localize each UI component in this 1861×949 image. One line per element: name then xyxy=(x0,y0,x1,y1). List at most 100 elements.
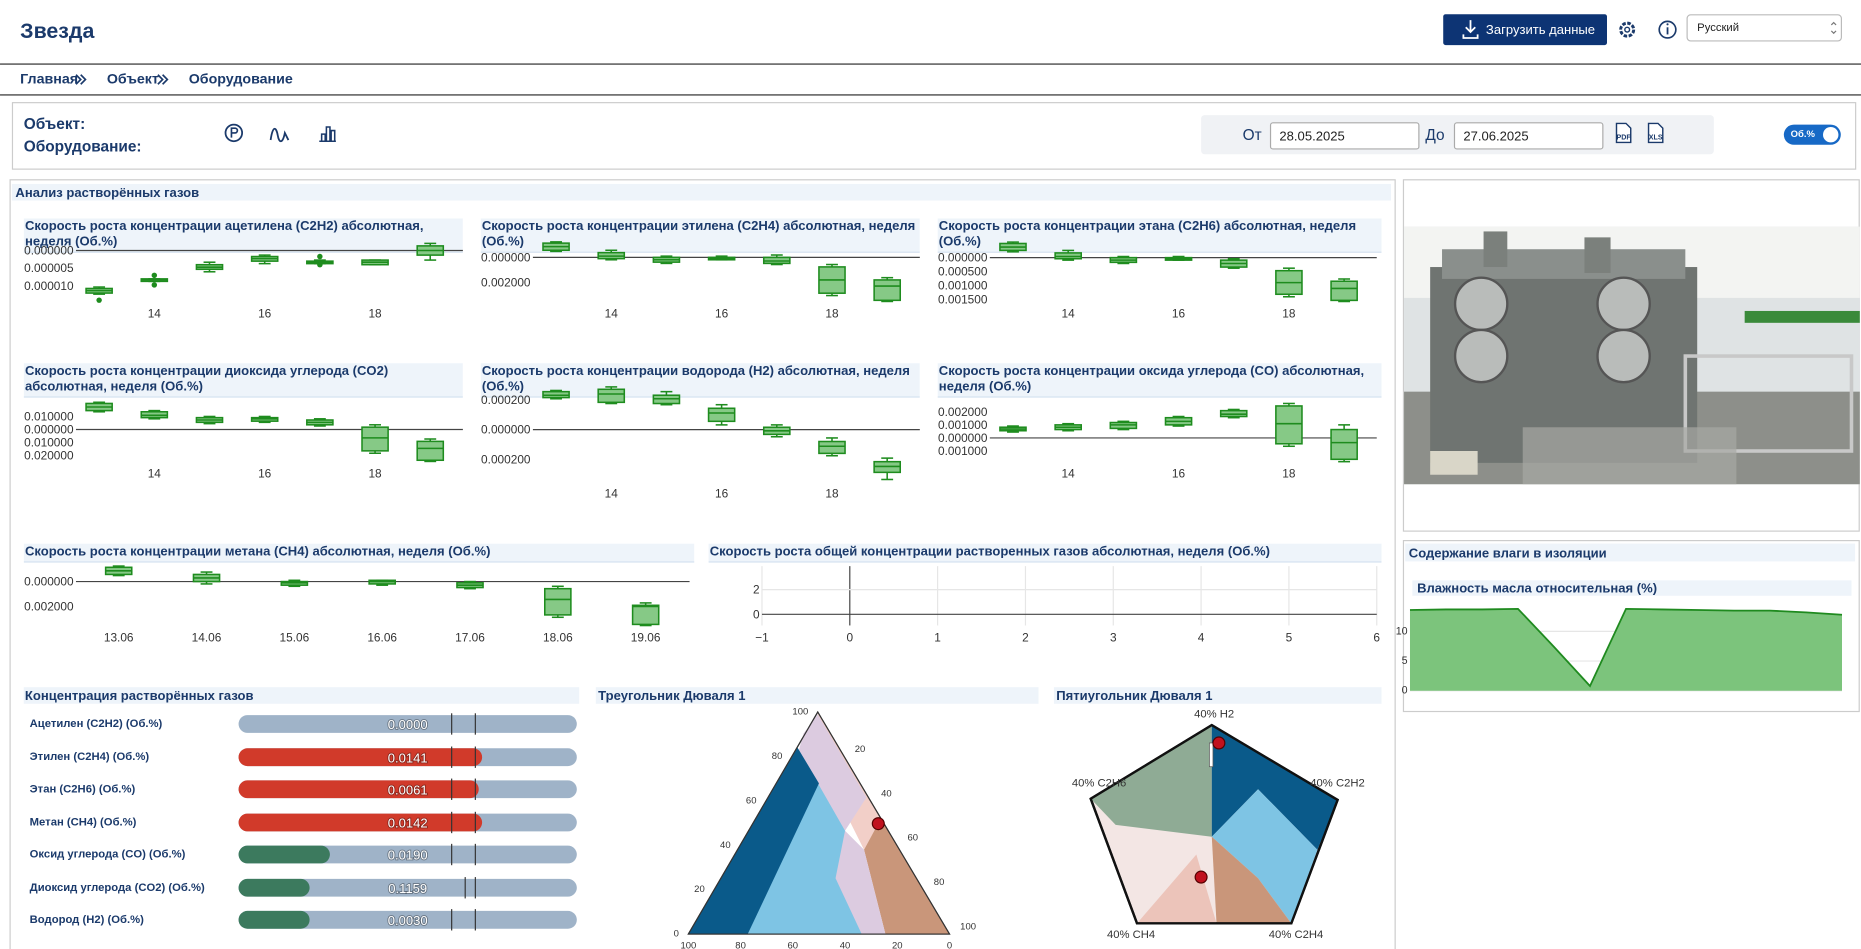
x-tick-label: 19.06 xyxy=(631,630,661,644)
y-tick-label: 0.002000 xyxy=(938,405,988,419)
triangle-tick: 60 xyxy=(746,795,757,806)
box xyxy=(631,604,660,626)
x-tick-label: 2 xyxy=(1022,630,1029,644)
outlier xyxy=(317,253,323,260)
triangle-tick: 100 xyxy=(680,940,696,949)
chart-title: Скорость роста концентрации оксида углер… xyxy=(937,363,1382,398)
breadcrumb[interactable]: Объект xyxy=(107,72,159,88)
object-label: Объект: xyxy=(24,116,85,133)
pentagon-label: 40% C2H2 xyxy=(1310,777,1364,789)
gas-value: 0.0000 xyxy=(388,717,428,732)
box xyxy=(544,587,572,616)
y-tick-label: 0.000005 xyxy=(24,261,74,275)
y-tick-label: 0.001500 xyxy=(938,292,988,306)
breadcrumb[interactable]: Оборудование xyxy=(189,72,293,88)
x-tick-label: 6 xyxy=(1373,630,1380,644)
settings-icon[interactable] xyxy=(1619,21,1636,38)
outlier xyxy=(151,282,158,288)
line xyxy=(1409,607,1843,688)
x-tick-label: 17.06 xyxy=(455,630,485,644)
chart-title: Скорость роста концентрации метана (CH4)… xyxy=(23,543,695,563)
p-icon[interactable] xyxy=(224,123,244,143)
language-select[interactable] xyxy=(1686,14,1842,42)
triangle-tick: 20 xyxy=(892,940,903,949)
x-tick-label: 18 xyxy=(1282,467,1296,481)
y-tick-label: 0.000500 xyxy=(938,265,988,279)
toggle-label: Об.% xyxy=(1791,129,1816,140)
bar-fill xyxy=(238,813,483,832)
pdf-label: PDF xyxy=(1616,134,1631,142)
duval-pentagon xyxy=(1089,723,1340,925)
x-tick-label: −1 xyxy=(755,630,769,644)
select-arrows xyxy=(1830,21,1837,35)
to-input[interactable] xyxy=(1453,122,1604,150)
x-tick-label: 18 xyxy=(368,306,382,320)
gas-name: Оксид углерода (CO) (Об.%) xyxy=(30,849,186,861)
x-tick-label: 18 xyxy=(825,487,839,501)
y-tick-label: 0.000200 xyxy=(481,452,531,466)
pentagon-label: 40% C2H4 xyxy=(1269,929,1323,941)
x-tick-label: 18 xyxy=(825,306,839,320)
triangle-tick: 0 xyxy=(674,929,679,940)
box xyxy=(873,279,902,302)
x-tick-label: 18.06 xyxy=(543,630,573,644)
gas-name: Ацетилен (C2H2) (Об.%) xyxy=(30,718,163,730)
x-tick-label: 16 xyxy=(715,306,729,320)
x-tick-label: 13.06 xyxy=(104,630,134,644)
x-tick-label: 0 xyxy=(846,630,853,644)
triangle-tick: 20 xyxy=(694,884,705,895)
gas-name: Диоксид углерода (CO2) (Об.%) xyxy=(30,882,205,894)
x-tick-label: 16 xyxy=(1172,467,1186,481)
from-date: 28.05.2025 xyxy=(1279,128,1344,143)
from-label: От xyxy=(1243,127,1262,144)
language-value: Русский xyxy=(1697,22,1739,34)
x-tick-label: 14 xyxy=(1062,306,1076,320)
pentagon-label: 40% H2 xyxy=(1194,708,1234,720)
triangle-header xyxy=(595,687,1039,704)
triangle-tick: 80 xyxy=(772,751,783,762)
y-tick-label: 0.000200 xyxy=(481,393,531,407)
y-tick-label: 0.010000 xyxy=(24,436,74,450)
x-tick-label: 5 xyxy=(1286,630,1293,644)
gas-name: Этан (C2H6) (Об.%) xyxy=(30,783,136,795)
xls-icon[interactable] xyxy=(1647,122,1664,144)
triangle-tick: 0 xyxy=(947,940,952,949)
line-icon[interactable] xyxy=(269,127,290,143)
toggle-knob xyxy=(1823,126,1839,143)
moisture-panel-title: Содержание влаги в изоляции xyxy=(1409,546,1607,561)
box xyxy=(707,407,736,423)
chart-title: Скорость роста концентрации ацетилена (C… xyxy=(23,218,463,253)
gas-name: Метан (CH4) (Об.%) xyxy=(30,816,137,828)
x-tick-label: 14 xyxy=(148,467,162,481)
box xyxy=(1330,428,1358,461)
chart-title-box: Скорость роста концентрации диоксида угл… xyxy=(23,363,463,398)
bar-icon[interactable] xyxy=(319,126,336,143)
upload-button[interactable] xyxy=(1443,14,1608,46)
pdf-icon[interactable] xyxy=(1615,122,1632,144)
x-tick-label: 14 xyxy=(605,306,619,320)
equipment-photo xyxy=(1404,226,1860,485)
x-tick-label: 16 xyxy=(258,467,272,481)
info-icon-dot xyxy=(1666,23,1669,26)
p-icon-letter xyxy=(230,127,239,138)
triangle-tick: 60 xyxy=(907,833,918,844)
y-tick-label: 0.001000 xyxy=(938,278,988,292)
concentration-header xyxy=(23,687,580,704)
chart-title: Скорость роста общей концентрации раство… xyxy=(708,543,1382,563)
gas-panel-title: Анализ растворённых газов xyxy=(15,185,199,200)
concentration-title: Концентрация растворённых газов xyxy=(25,688,254,703)
y-tick-label: 0.000000 xyxy=(938,251,988,265)
y-tick-label: 2 xyxy=(753,583,760,597)
box xyxy=(818,440,846,455)
gas-value: 0.0141 xyxy=(388,750,428,765)
breadcrumb[interactable]: Главная xyxy=(20,72,78,88)
gas-value: 0.0030 xyxy=(388,913,428,928)
info-icon[interactable] xyxy=(1658,20,1677,39)
from-input[interactable] xyxy=(1269,122,1420,150)
triangle-tick: 80 xyxy=(735,940,746,949)
gas-value: 0.0190 xyxy=(388,848,428,863)
x-tick-label: 15.06 xyxy=(280,630,310,644)
gas-panel-header xyxy=(11,183,1391,201)
bar-track xyxy=(238,878,577,897)
